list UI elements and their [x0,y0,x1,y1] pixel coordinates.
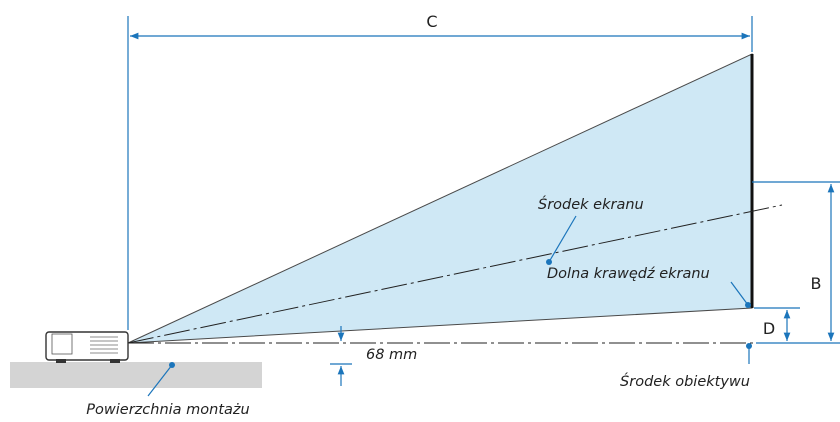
screen-bottom-label: Dolna krawędź ekranu [547,266,710,282]
lens-center-dot [746,343,752,349]
mounting-surface [10,362,262,388]
screen-bottom-dot [745,302,751,308]
screen-bottom-leader [730,281,749,306]
mount-surface-label: Powierzchnia montażu [86,402,249,418]
projector [45,331,129,363]
projection-beam [127,53,753,344]
screen-center-label: Środek ekranu [538,195,644,213]
mount-surface-leader [147,364,173,397]
lens-center-label: Środek obiektywu [620,372,750,390]
screen-center-leader [548,215,577,263]
mount-surface-dot [169,362,175,368]
offset-label: 68 mm [366,347,417,363]
dimension-c-label: C [426,12,437,31]
screen-center-dot [546,259,552,265]
dimension-b-label: B [811,274,822,293]
screen-center-line [127,204,783,344]
dimension-d-label: D [763,319,775,338]
